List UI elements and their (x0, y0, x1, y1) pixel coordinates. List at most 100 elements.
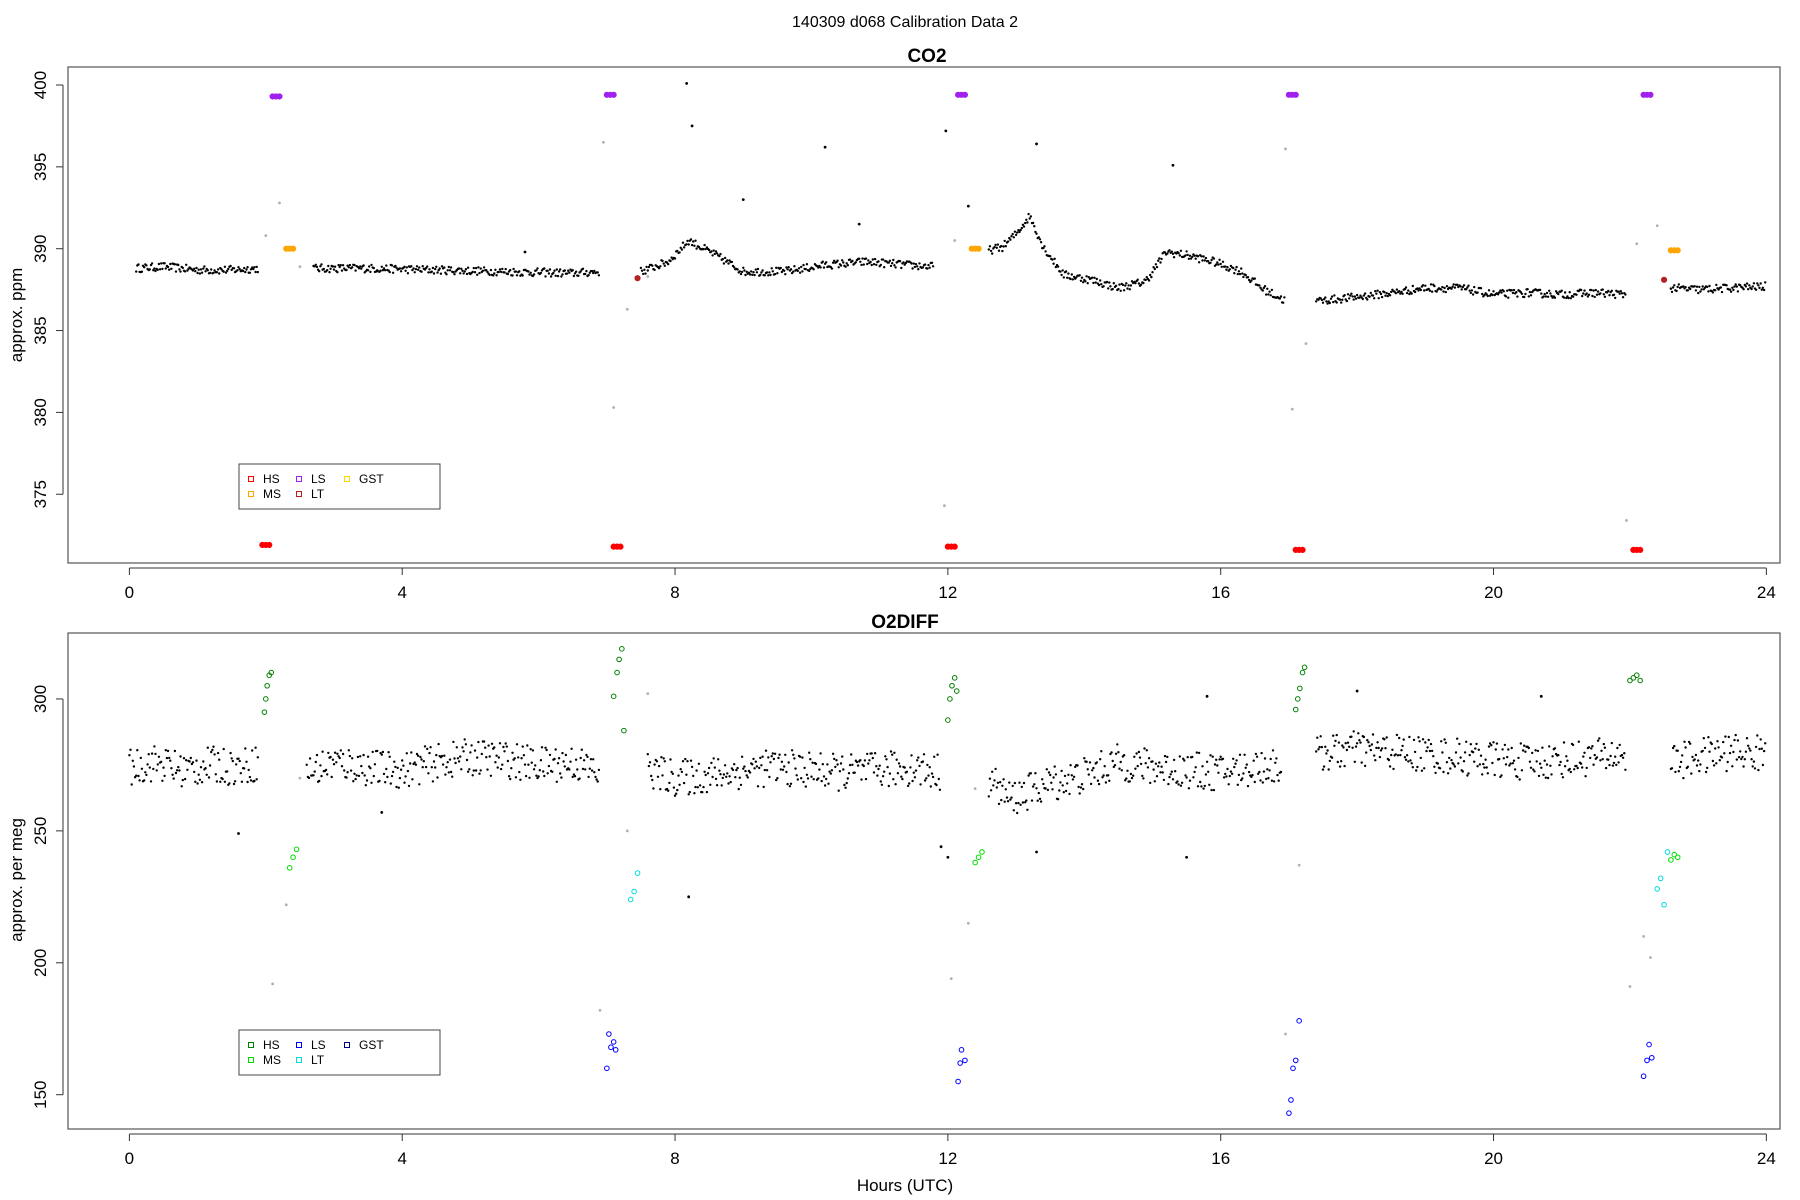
co2-baseline-point (1000, 244, 1003, 248)
o2diff-baseline-point (1413, 750, 1417, 754)
co2-baseline-point (476, 273, 479, 276)
o2diff-baseline-point (387, 751, 390, 754)
o2diff-baseline-point (548, 753, 552, 757)
co2-baseline-point (149, 263, 153, 267)
o2diff-baseline-point (440, 754, 444, 758)
o2diff-baseline-point (1344, 742, 1347, 745)
o2diff-baseline-point (1151, 760, 1154, 763)
co2-baseline-point (830, 267, 834, 270)
co2-baseline-point (721, 257, 724, 261)
co2-baseline-point (249, 268, 253, 271)
co2-baseline-point (783, 269, 786, 272)
o2diff-panel: O2DIFF approx. per meg Hours (UTC) 0 4 8 12… (7, 612, 1781, 1195)
o2diff-baseline-point (1212, 788, 1216, 792)
o2diff-baseline-point (692, 774, 695, 778)
o2diff-baseline-point (1254, 752, 1258, 756)
o2diff-baseline-point (1523, 744, 1526, 747)
o2diff-baseline-point (313, 770, 316, 773)
co2-baseline-point (1053, 257, 1056, 260)
co2-baseline-point (1451, 285, 1454, 288)
o2diff-baseline-point (845, 781, 848, 785)
o2diff-baseline-point (1039, 800, 1043, 803)
co2-baseline-point (370, 263, 373, 267)
co2-baseline-point (1554, 290, 1558, 293)
o2diff-baseline-point (222, 747, 225, 751)
co2-baseline-point (1056, 265, 1060, 268)
o2diff-baseline-point (1265, 777, 1268, 781)
co2-baseline-point (1335, 301, 1338, 304)
co2-baseline-point (1177, 251, 1180, 255)
co2-baseline-point (904, 261, 907, 265)
co2-baseline-point (1732, 288, 1735, 292)
o2diff-baseline-point (1342, 746, 1345, 749)
o2diff-baseline-point (909, 766, 912, 769)
o2diff-legend-label-ms: MS (263, 1053, 281, 1067)
o2diff-baseline-point (1276, 773, 1279, 777)
o2diff-baseline-point (872, 771, 876, 774)
co2-baseline-point (509, 268, 512, 272)
o2diff-baseline-point (595, 778, 598, 781)
o2diff-baseline-point (734, 776, 737, 779)
co2-baseline-point (230, 268, 233, 272)
co2-baseline-point (1731, 286, 1734, 289)
o2diff-baseline-point (684, 757, 687, 761)
co2-baseline-point (1105, 280, 1109, 284)
o2diff-baseline-point (1703, 746, 1707, 750)
co2-baseline-point (1218, 258, 1221, 261)
o2diff-baseline-point (1411, 766, 1415, 769)
co2-baseline-point (1544, 295, 1548, 298)
co2-baseline-point (218, 272, 221, 275)
co2-baseline-point (403, 265, 406, 268)
o2diff-baseline-point (1689, 742, 1692, 745)
o2diff-baseline-point (177, 765, 180, 769)
co2-baseline-point (1159, 261, 1162, 264)
o2diff-baseline-point (1678, 765, 1682, 769)
o2diff-baseline-point (345, 776, 348, 779)
o2diff-baseline-point (1078, 792, 1081, 795)
o2diff-baseline-point (1369, 748, 1373, 752)
co2-baseline-point (1571, 295, 1575, 298)
co2-baseline-point (839, 264, 843, 267)
o2diff-baseline-point (1250, 775, 1253, 779)
o2diff-baseline-point (1263, 757, 1267, 760)
o2diff-baseline-point (1610, 741, 1614, 745)
co2-baseline-point (692, 240, 695, 243)
co2-baseline-point (1669, 287, 1673, 290)
o2diff-baseline-point (1670, 767, 1674, 770)
co2-baseline-point (1728, 288, 1732, 291)
co2-baseline-point (447, 265, 450, 269)
co2-baseline-point (1748, 284, 1751, 287)
o2diff-baseline-point (1600, 749, 1603, 752)
co2-baseline-point (792, 270, 795, 273)
o2diff-baseline-point (435, 753, 438, 757)
co2-baseline-point (1072, 275, 1076, 279)
o2diff-baseline-point (1179, 784, 1183, 787)
o2diff-baseline-point (1146, 766, 1150, 769)
o2diff-baseline-point (1373, 754, 1376, 757)
o2diff-baseline-point (1135, 752, 1138, 755)
o2diff-baseline-point (1674, 770, 1677, 774)
o2diff-baseline-point (1368, 744, 1371, 748)
o2diff-excluded-point (284, 903, 288, 907)
o2diff-baseline-point (889, 750, 893, 753)
co2-baseline-point (185, 263, 188, 266)
co2-baseline-point (439, 272, 443, 275)
co2-baseline-point (1241, 272, 1244, 275)
co2-baseline-point (1675, 289, 1678, 293)
o2diff-baseline-point (156, 763, 159, 766)
o2diff-baseline-point (1683, 740, 1686, 743)
o2diff-baseline-point (770, 755, 773, 758)
o2diff-baseline-point (1268, 769, 1271, 772)
o2diff-baseline-point (1486, 772, 1490, 775)
co2-baseline-point (1694, 289, 1698, 292)
o2diff-baseline-point (835, 759, 838, 762)
co2-baseline-point (494, 268, 497, 271)
co2-baseline-point (1742, 288, 1745, 291)
o2diff-baseline-point (822, 775, 826, 778)
o2diff-baseline-point (922, 753, 926, 756)
co2-baseline-point (1591, 294, 1594, 298)
o2diff-baseline-point (207, 776, 211, 779)
o2diff-baseline-point (321, 750, 324, 753)
co2-baseline-point (723, 256, 727, 260)
o2diff-baseline-point (1553, 747, 1557, 750)
